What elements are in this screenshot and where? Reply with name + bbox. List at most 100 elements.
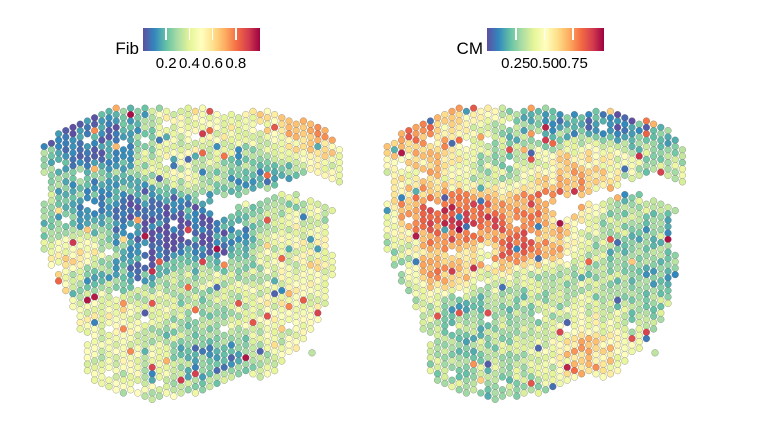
tissue-spot — [40, 245, 48, 253]
tissue-spot — [570, 258, 579, 266]
tissue-spot — [148, 344, 156, 352]
tissue-spot — [534, 178, 543, 186]
tissue-spot — [462, 331, 471, 340]
tissue-spot — [484, 341, 492, 349]
tissue-spot — [177, 286, 185, 295]
tissue-spot — [263, 280, 272, 288]
tissue-spot — [155, 123, 164, 132]
tissue-spot — [256, 341, 264, 349]
tissue-spot — [455, 226, 463, 234]
tissue-spot — [498, 270, 507, 279]
tissue-spot — [585, 290, 593, 298]
tissue-spot — [105, 306, 113, 314]
tissue-spot — [105, 299, 113, 308]
tissue-spot — [549, 242, 557, 250]
tissue-spot — [299, 168, 308, 176]
tissue-spot — [249, 254, 257, 263]
tissue-spot — [162, 318, 171, 327]
tissue-spot — [285, 206, 293, 215]
tissue-spot — [491, 293, 499, 301]
tissue-spot — [112, 283, 120, 292]
tissue-spot — [213, 155, 221, 164]
tissue-spot — [556, 168, 564, 176]
tissue-spot — [462, 184, 471, 192]
tissue-spot — [549, 331, 557, 340]
tissue-spot — [285, 277, 293, 285]
tissue-spot — [234, 306, 243, 314]
tissue-spot — [69, 264, 77, 272]
tissue-spot — [455, 123, 463, 132]
tissue-spot — [477, 139, 485, 148]
tissue-spot — [498, 194, 507, 202]
colorbar-tick-label: 0.4 — [178, 55, 200, 72]
tissue-spot — [563, 120, 571, 128]
tissue-spot — [249, 216, 257, 224]
tissue-spot — [534, 184, 543, 192]
tissue-spot — [484, 360, 492, 368]
tissue-spot — [613, 328, 622, 336]
tissue-spot — [263, 152, 272, 160]
tissue-spot — [570, 117, 579, 125]
tissue-spot — [599, 360, 607, 368]
tissue-spot — [556, 354, 564, 362]
tissue-spot — [383, 149, 391, 157]
tissue-spot — [484, 123, 492, 132]
tissue-spot — [270, 213, 279, 221]
tissue-spot — [90, 376, 99, 384]
tissue-spot — [664, 222, 672, 231]
tissue-spot — [198, 347, 207, 356]
tissue-spot — [469, 283, 478, 292]
tissue-spot — [613, 347, 622, 356]
tissue-spot — [549, 299, 557, 308]
tissue-spot — [306, 312, 315, 320]
tissue-spot — [563, 376, 571, 384]
tissue-spot — [162, 107, 171, 116]
tissue-spot — [383, 155, 391, 164]
tissue-spot — [498, 123, 507, 132]
tissue-spot — [498, 168, 507, 176]
tissue-spot — [592, 299, 600, 308]
tissue-spot — [556, 181, 564, 189]
tissue-spot — [613, 149, 622, 157]
tissue-spot — [534, 280, 543, 288]
tissue-spot — [90, 165, 99, 173]
tissue-spot — [635, 280, 643, 288]
tissue-spot — [642, 270, 651, 279]
tissue-spot — [141, 392, 149, 400]
tissue-spot — [191, 370, 200, 378]
tissue-spot — [621, 171, 629, 180]
tissue-spot — [162, 126, 171, 135]
tissue-spot — [162, 344, 171, 352]
tissue-spot — [549, 222, 557, 231]
tissue-spot — [513, 245, 521, 253]
tissue-spot — [155, 302, 164, 311]
tissue-spot — [234, 203, 243, 212]
tissue-spot — [577, 229, 586, 237]
tissue-spot — [321, 216, 329, 224]
tissue-spot — [426, 117, 435, 125]
tissue-spot — [599, 347, 607, 356]
tissue-spot — [198, 373, 207, 381]
tissue-spot — [520, 299, 528, 308]
tissue-spot — [556, 226, 564, 234]
tissue-spot — [227, 322, 236, 330]
tissue-spot — [570, 290, 579, 298]
tissue-spot — [227, 123, 236, 132]
tissue-spot — [541, 187, 550, 196]
tissue-spot — [628, 136, 636, 144]
tissue-spot — [505, 363, 514, 372]
tissue-spot — [419, 254, 427, 263]
tissue-spot — [314, 123, 322, 132]
tissue-spot — [664, 286, 672, 295]
tissue-spot — [90, 274, 99, 282]
tissue-spot — [397, 232, 406, 240]
tissue-spot — [126, 379, 135, 388]
tissue-spot — [642, 200, 651, 208]
tissue-spot — [441, 200, 449, 208]
tissue-spot — [657, 315, 665, 324]
tissue-spot — [292, 152, 300, 160]
tissue-spot — [105, 267, 113, 276]
tissue-spot — [98, 162, 106, 170]
tissue-spot — [148, 395, 156, 404]
tissue-spot — [613, 206, 622, 215]
